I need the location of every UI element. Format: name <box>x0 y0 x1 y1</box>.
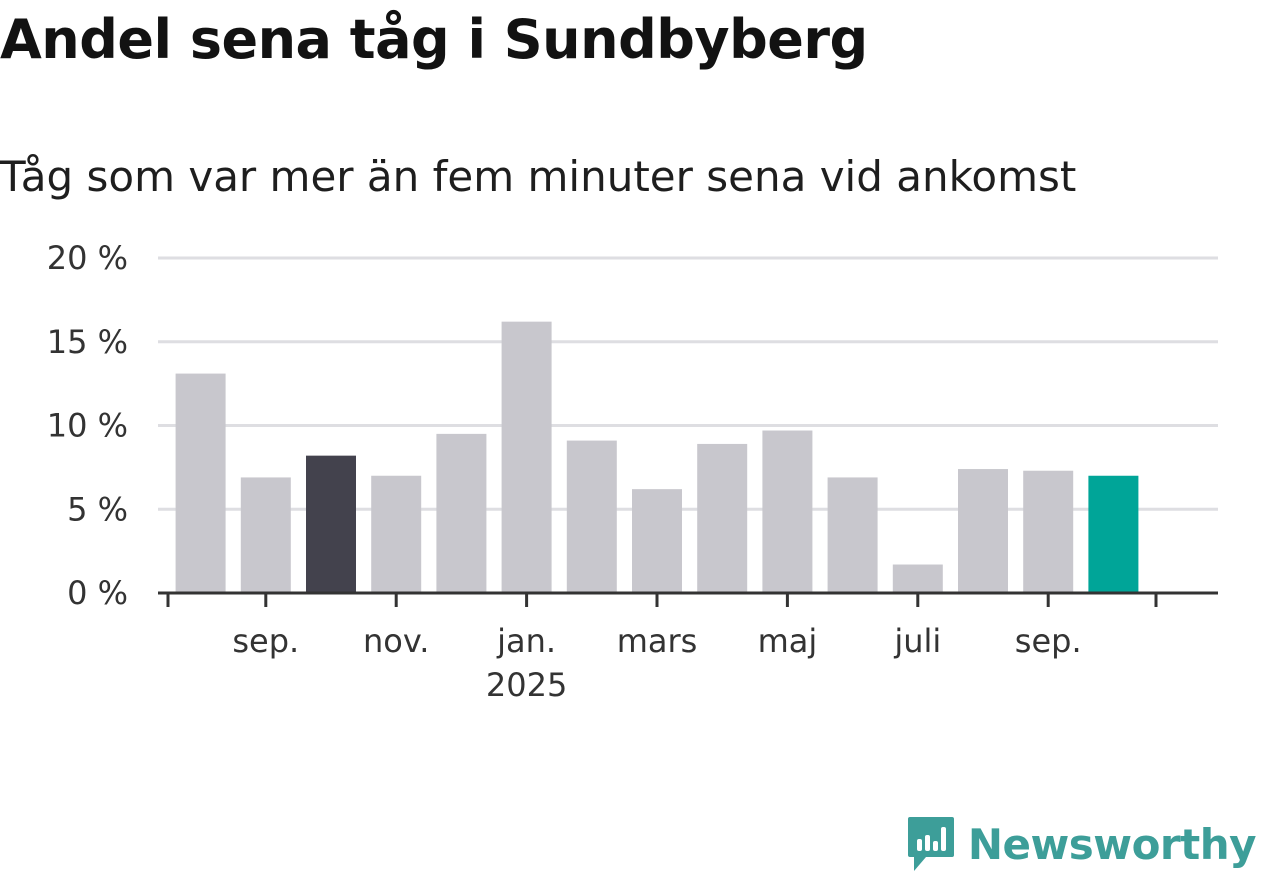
y-tick-label: 10 % <box>47 407 128 445</box>
x-axis <box>158 591 1218 607</box>
chart-subtitle: Tåg som var mer än fem minuter sena vid … <box>0 152 1077 201</box>
y-tick-label: 0 % <box>67 574 128 612</box>
y-tick-label: 5 % <box>67 490 128 528</box>
bar-2024-08 <box>175 373 226 593</box>
bar-2025-02 <box>566 440 617 593</box>
bar-2025-08 <box>958 469 1008 593</box>
x-tick-label: jan. <box>496 622 556 660</box>
chart-title: Andel sena tåg i Sundbyberg <box>0 8 868 71</box>
x-tick-label: mars <box>617 622 698 660</box>
bar-2024-10 <box>306 455 356 593</box>
x-tick-label: juli <box>893 622 941 660</box>
bar-2025-10 <box>1088 475 1139 593</box>
bar-2025-09 <box>1023 470 1074 593</box>
x-axis-tick-labels: sep. nov. jan. 2025 mars maj juli sep. <box>232 622 1081 704</box>
bar-2025-07 <box>892 564 943 593</box>
bar-2024-09 <box>240 477 291 593</box>
x-tick-label: maj <box>758 622 818 660</box>
bar-2024-12 <box>436 433 487 593</box>
logo-wordmark: Newsworthy <box>967 819 1257 869</box>
y-axis-tick-labels: 0 % 5 % 10 % 15 % 20 % <box>47 239 128 612</box>
x-tick-year-label: 2025 <box>486 666 567 704</box>
bar-2025-05 <box>762 430 813 593</box>
bar-2025-04 <box>697 443 748 593</box>
bar-2024-11 <box>371 475 422 593</box>
bar-2025-06 <box>827 477 878 593</box>
x-tick-label: sep. <box>232 622 299 660</box>
y-tick-label: 20 % <box>47 239 128 277</box>
bar-2025-01 <box>501 321 552 593</box>
bar-2025-03 <box>632 489 682 593</box>
newsworthy-badge-icon <box>907 817 954 871</box>
y-tick-label: 15 % <box>47 323 128 361</box>
x-tick-label: nov. <box>363 622 429 660</box>
bars <box>175 321 1139 593</box>
newsworthy-logo: Newsworthy <box>906 815 1257 873</box>
x-tick-label: sep. <box>1015 622 1082 660</box>
